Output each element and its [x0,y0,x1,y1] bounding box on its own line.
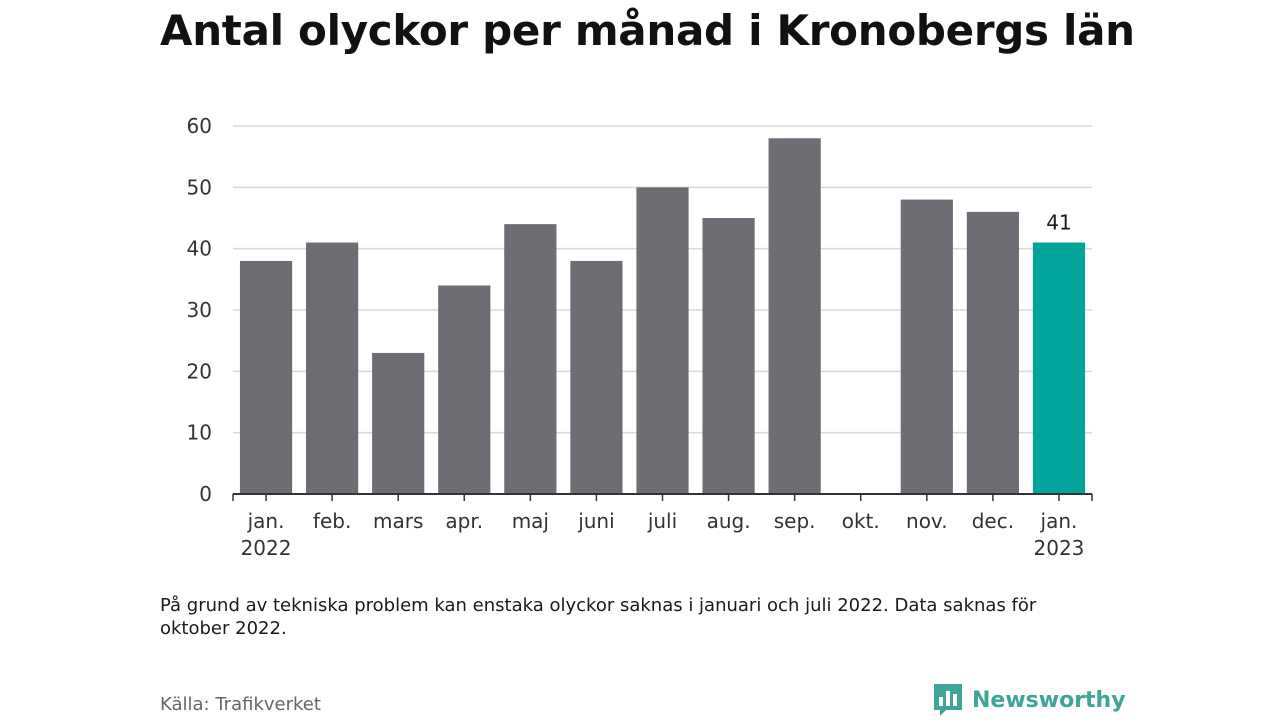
bar-chart: 0 10 20 30 40 50 60 jan. 2022 feb. mars apr. maj jun… [187,114,1093,560]
x-tick-label: jan. [247,509,285,533]
y-tick-label: 0 [199,482,212,506]
x-tick-label: nov. [906,509,948,533]
x-tick-label: juni [577,509,614,533]
bar [570,260,623,494]
x-tick-label: mars [373,509,423,533]
bar [768,138,821,494]
bar [306,242,359,494]
x-tick-label: feb. [313,509,351,533]
y-tick-label: 10 [187,421,212,445]
x-tick-label: juli [647,509,677,533]
bar [1032,242,1086,494]
bar [239,260,293,494]
x-tick-label: apr. [445,509,483,533]
y-tick-label: 60 [187,114,212,138]
x-tick-label: maj [512,509,549,533]
bar [636,187,689,495]
data-labels: 41 [1046,211,1071,235]
chart-title: Antal olyckor per månad i Kronobergs län [160,6,1135,55]
bar [372,352,425,494]
x-tick-label: sep. [774,509,816,533]
y-tick-label: 30 [187,298,212,322]
newsworthy-logo-icon [934,684,962,716]
source-label: Källa: Trafikverket [160,694,321,715]
y-tick-label: 40 [187,237,212,261]
data-label: 41 [1046,211,1071,235]
x-tick-label: 2022 [241,536,292,560]
bar [504,224,557,494]
x-tick-label: okt. [842,509,880,533]
bar [966,211,1019,494]
bars [239,138,1086,495]
y-tick-label: 20 [187,359,212,383]
x-axis: jan. 2022 feb. mars apr. maj juni juli aug. sep. o… [232,493,1093,560]
brand-logo: Newsworthy [932,682,1126,718]
x-tick-label: jan. [1040,509,1078,533]
x-tick-label: 2023 [1034,536,1085,560]
y-axis-ticks: 0 10 20 30 40 50 60 [187,114,212,506]
bar [900,199,953,494]
chart-note: På grund av tekniska problem kan enstaka… [160,595,1037,639]
x-tick-label: dec. [972,509,1014,533]
x-tick-label: aug. [707,509,751,533]
y-tick-label: 50 [187,175,212,199]
bar [702,218,755,494]
brand-name: Newsworthy [972,687,1126,713]
bar [438,285,491,494]
